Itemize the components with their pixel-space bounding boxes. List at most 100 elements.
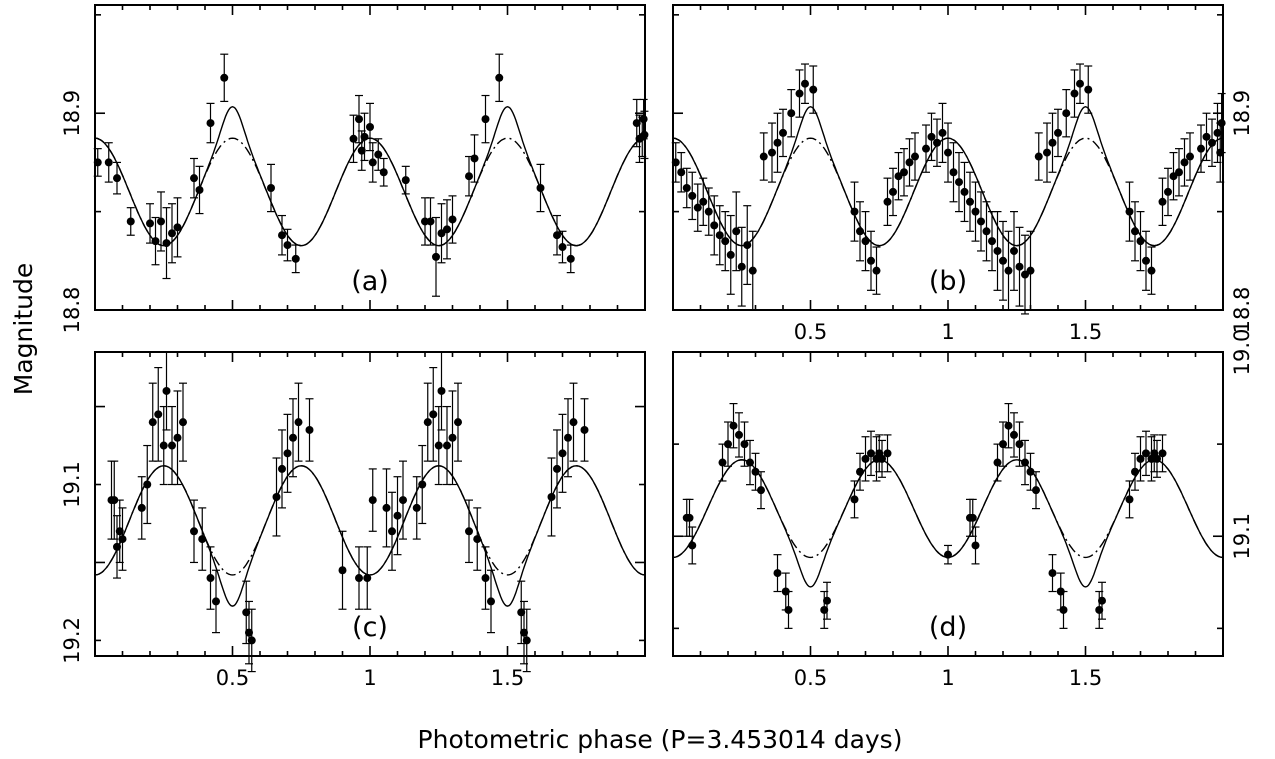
data-point — [1217, 119, 1226, 128]
data-point — [743, 241, 752, 250]
data-point — [748, 266, 757, 275]
data-point — [982, 227, 991, 236]
y-tick-label-left: 18.9 — [60, 90, 84, 137]
data-point — [1131, 467, 1139, 476]
data-point — [522, 636, 531, 645]
data-point — [732, 227, 741, 236]
data-point — [547, 492, 556, 501]
data-point — [470, 154, 479, 163]
data-point — [355, 574, 363, 583]
data-point — [473, 535, 482, 544]
data-point — [779, 128, 787, 137]
data-point — [757, 486, 765, 495]
data-point — [437, 386, 446, 395]
data-point — [688, 191, 697, 200]
data-point — [955, 178, 963, 187]
data-point — [710, 221, 719, 230]
data-point — [423, 418, 432, 427]
data-point — [938, 128, 947, 137]
data-point — [360, 132, 369, 141]
panel-label: (d) — [929, 612, 967, 643]
data-point — [704, 207, 713, 216]
data-point — [267, 184, 275, 192]
data-point — [349, 134, 358, 143]
data-point — [795, 89, 804, 98]
data-point — [412, 503, 421, 512]
data-point — [157, 217, 165, 226]
data-point — [1213, 128, 1222, 137]
data-point — [487, 597, 495, 606]
data-point — [1197, 144, 1205, 153]
data-point — [465, 527, 473, 536]
data-point — [968, 513, 977, 522]
data-point — [104, 158, 113, 167]
data-point — [1034, 152, 1043, 161]
data-point — [1186, 152, 1194, 161]
data-point — [856, 227, 864, 236]
data-point — [971, 207, 980, 216]
data-point — [977, 217, 985, 226]
data-point — [421, 217, 429, 226]
model-curve-solid — [94, 465, 646, 607]
data-point — [993, 458, 1002, 467]
data-point — [867, 449, 875, 458]
x-tick-label: 1 — [363, 666, 376, 690]
data-point — [688, 541, 697, 550]
data-point — [517, 608, 526, 617]
data-point — [1158, 197, 1167, 206]
data-point — [564, 433, 572, 442]
x-axis-title: Photometric phase (P=3.453014 days) — [418, 725, 903, 754]
data-point — [432, 252, 440, 261]
y-axis-title: Magnitude — [9, 263, 38, 395]
data-point — [434, 441, 443, 450]
data-point — [566, 254, 575, 263]
y-tick-label-left: 19.1 — [60, 461, 84, 508]
panel-a: 18.8 18.9 (a) — [60, 4, 649, 334]
data-point — [154, 410, 163, 419]
data-point — [787, 109, 796, 118]
data-point — [1131, 227, 1139, 236]
data-point — [850, 207, 859, 216]
data-point — [220, 73, 229, 82]
data-point — [861, 237, 870, 246]
data-point — [168, 441, 176, 450]
data-point — [751, 467, 760, 476]
data-point — [927, 132, 936, 141]
data-point — [729, 421, 738, 430]
data-point — [960, 187, 969, 196]
data-point — [768, 148, 776, 157]
data-point — [944, 148, 952, 157]
y-tick-label-right: 19.0 — [1230, 329, 1254, 376]
data-point — [126, 217, 135, 226]
data-point — [454, 418, 462, 427]
data-point — [889, 187, 897, 196]
data-point — [195, 185, 204, 194]
data-point — [773, 138, 782, 147]
data-point — [856, 467, 864, 476]
data-point — [872, 266, 881, 275]
data-point — [162, 239, 171, 248]
panel-c: 0.5 1 1.5 19.1 19.2 (c) — [60, 351, 646, 690]
data-point — [1010, 430, 1018, 439]
data-point — [536, 184, 545, 192]
data-point — [809, 85, 818, 94]
data-point — [272, 492, 281, 501]
data-point — [553, 464, 561, 473]
data-point — [1125, 207, 1134, 216]
data-point — [118, 535, 127, 544]
panels-group: 18.8 18.9 (a) 0.5 1 1.5 18.8 18.9 (b) 0.5 1 1.5 19.1… — [60, 4, 1254, 690]
data-point — [553, 231, 561, 240]
data-point — [379, 168, 388, 177]
data-point — [999, 440, 1007, 449]
data-point — [801, 79, 809, 88]
x-tick-label: 1.5 — [491, 666, 524, 690]
data-point — [1142, 256, 1150, 265]
x-tick-label: 0.5 — [216, 666, 249, 690]
data-point — [639, 115, 648, 124]
data-point — [401, 176, 410, 185]
data-point — [242, 608, 251, 617]
data-point — [1098, 596, 1106, 605]
y-tick-label-left: 18.8 — [60, 287, 84, 334]
data-point — [1164, 187, 1172, 196]
